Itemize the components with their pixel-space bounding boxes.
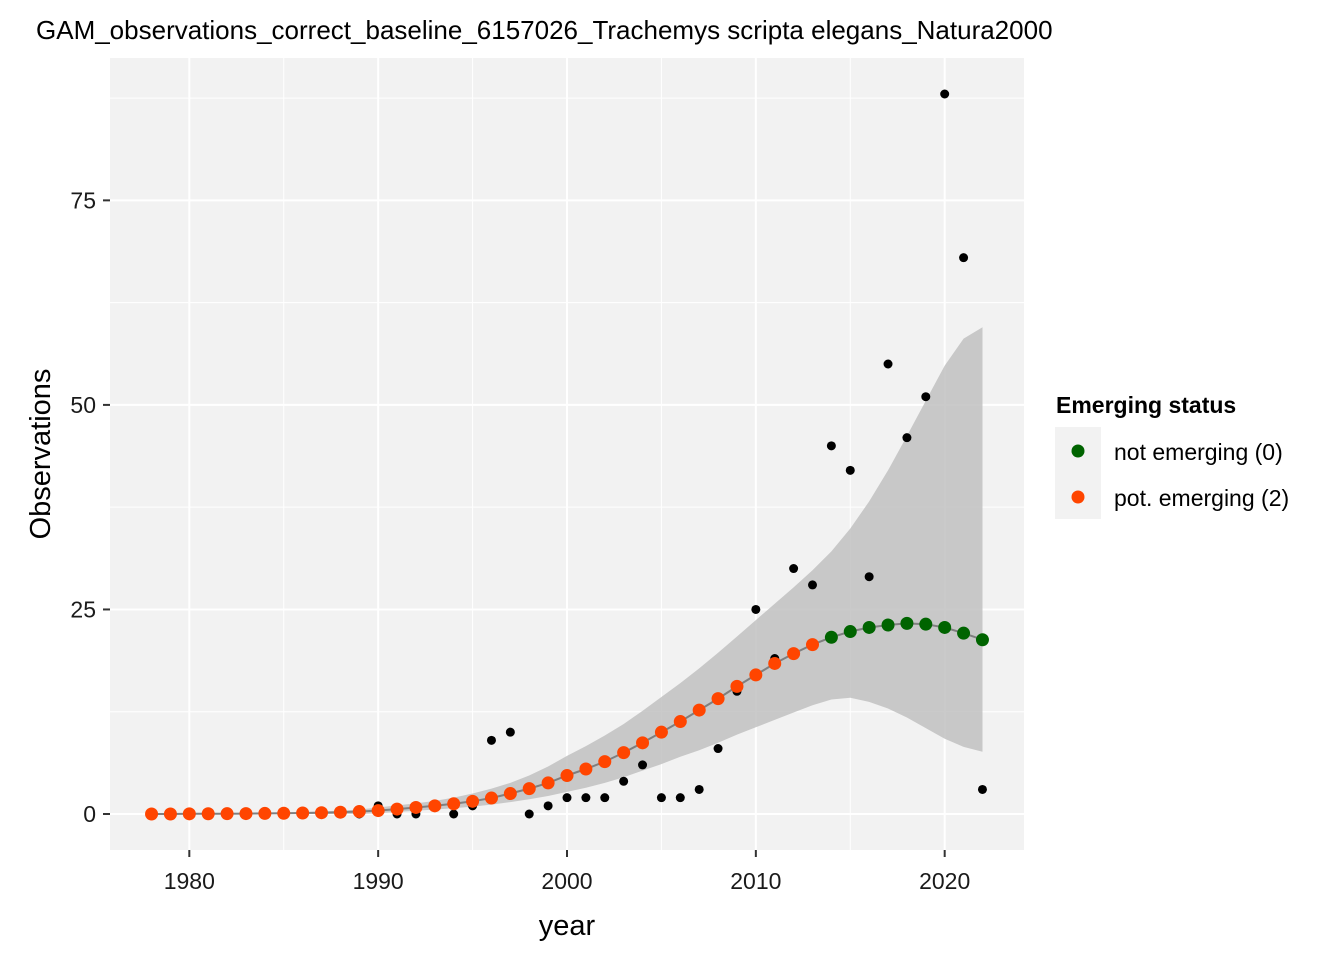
legend: Emerging status not emerging (0) pot. em… bbox=[1055, 392, 1289, 519]
fitted-point bbox=[258, 806, 272, 820]
x-tick-label: 1980 bbox=[164, 868, 215, 894]
fitted-point bbox=[277, 806, 291, 820]
fitted-point bbox=[711, 692, 725, 706]
fitted-point bbox=[636, 736, 650, 750]
fitted-point bbox=[673, 715, 687, 729]
observed-point bbox=[883, 359, 893, 369]
legend-title: Emerging status bbox=[1056, 392, 1236, 418]
observed-point bbox=[505, 727, 515, 737]
fitted-point bbox=[824, 630, 838, 644]
observed-point bbox=[902, 433, 912, 443]
fitted-point bbox=[201, 807, 215, 821]
observed-point bbox=[959, 253, 969, 263]
legend-key-pot-emerging bbox=[1071, 490, 1085, 504]
fitted-point bbox=[843, 625, 857, 639]
fitted-point bbox=[919, 617, 933, 631]
x-tick-label: 2010 bbox=[730, 868, 781, 894]
fitted-point bbox=[749, 668, 763, 682]
legend-key-bg bbox=[1055, 427, 1101, 519]
fitted-point bbox=[787, 647, 801, 661]
observed-point bbox=[713, 744, 723, 754]
chart-title: GAM_observations_correct_baseline_615702… bbox=[36, 15, 1053, 45]
fitted-point bbox=[296, 806, 310, 820]
observed-point bbox=[977, 784, 987, 794]
observed-point bbox=[638, 760, 648, 770]
fitted-point bbox=[654, 725, 668, 739]
fitted-point bbox=[579, 762, 593, 776]
x-tick-label: 1990 bbox=[353, 868, 404, 894]
observed-point bbox=[845, 465, 855, 475]
fitted-points bbox=[145, 616, 989, 821]
observed-point bbox=[486, 735, 496, 745]
fitted-point bbox=[352, 805, 366, 819]
observed-point bbox=[581, 793, 591, 803]
observed-point bbox=[619, 776, 629, 786]
fitted-point bbox=[315, 806, 329, 820]
fitted-point bbox=[503, 787, 517, 801]
fitted-point bbox=[428, 799, 442, 813]
observed-point bbox=[921, 392, 931, 402]
fitted-point bbox=[182, 807, 196, 821]
y-axis-title: Observations bbox=[25, 369, 57, 540]
legend-key-not-emerging bbox=[1071, 444, 1085, 458]
fitted-point bbox=[957, 626, 971, 640]
legend-label-not-emerging: not emerging (0) bbox=[1114, 439, 1283, 465]
observed-point bbox=[864, 572, 874, 582]
fitted-point bbox=[371, 804, 385, 818]
fitted-point bbox=[730, 679, 744, 693]
legend-label-pot-emerging: pot. emerging (2) bbox=[1114, 485, 1289, 511]
observed-point bbox=[562, 793, 572, 803]
y-tick-label: 50 bbox=[70, 392, 96, 418]
fitted-point bbox=[163, 807, 177, 821]
fitted-point bbox=[975, 633, 989, 647]
fitted-point bbox=[447, 797, 461, 811]
fitted-point bbox=[390, 802, 404, 816]
y-tick-label: 75 bbox=[70, 187, 96, 213]
y-axis: 0 25 50 75 bbox=[70, 187, 110, 827]
fitted-point bbox=[541, 776, 555, 790]
observed-point bbox=[543, 801, 553, 811]
observed-point bbox=[524, 809, 534, 819]
observed-point bbox=[449, 809, 459, 819]
observed-point bbox=[751, 604, 761, 614]
fitted-point bbox=[522, 782, 536, 796]
y-tick-label: 25 bbox=[70, 596, 96, 622]
x-axis-title: year bbox=[539, 910, 596, 942]
fitted-point bbox=[220, 807, 234, 821]
fitted-point bbox=[409, 800, 423, 814]
fitted-point bbox=[617, 746, 631, 760]
fitted-point bbox=[598, 755, 612, 769]
fitted-point bbox=[239, 807, 253, 821]
observed-point bbox=[675, 793, 685, 803]
fitted-point bbox=[805, 638, 819, 652]
fitted-point bbox=[938, 620, 952, 634]
fitted-point bbox=[692, 703, 706, 717]
fitted-point bbox=[881, 618, 895, 632]
y-tick-label: 0 bbox=[83, 801, 96, 827]
fitted-point bbox=[900, 616, 914, 630]
fitted-point bbox=[484, 791, 498, 805]
observed-point bbox=[807, 580, 817, 590]
observed-point bbox=[789, 564, 799, 574]
observed-point bbox=[656, 793, 666, 803]
observed-point bbox=[600, 793, 610, 803]
fitted-point bbox=[145, 807, 159, 821]
observed-point bbox=[826, 441, 836, 451]
fitted-point bbox=[768, 656, 782, 670]
observed-point bbox=[694, 784, 704, 794]
x-tick-label: 2000 bbox=[541, 868, 592, 894]
confidence-ribbon bbox=[151, 327, 983, 814]
fitted-point bbox=[560, 769, 574, 783]
x-axis: 1980 1990 2000 2010 2020 bbox=[164, 850, 970, 894]
fitted-point bbox=[466, 794, 480, 808]
fitted-point bbox=[333, 805, 347, 819]
grid-major bbox=[110, 58, 1024, 850]
fitted-point bbox=[862, 620, 876, 634]
observed-point bbox=[940, 89, 950, 99]
x-tick-label: 2020 bbox=[919, 868, 970, 894]
